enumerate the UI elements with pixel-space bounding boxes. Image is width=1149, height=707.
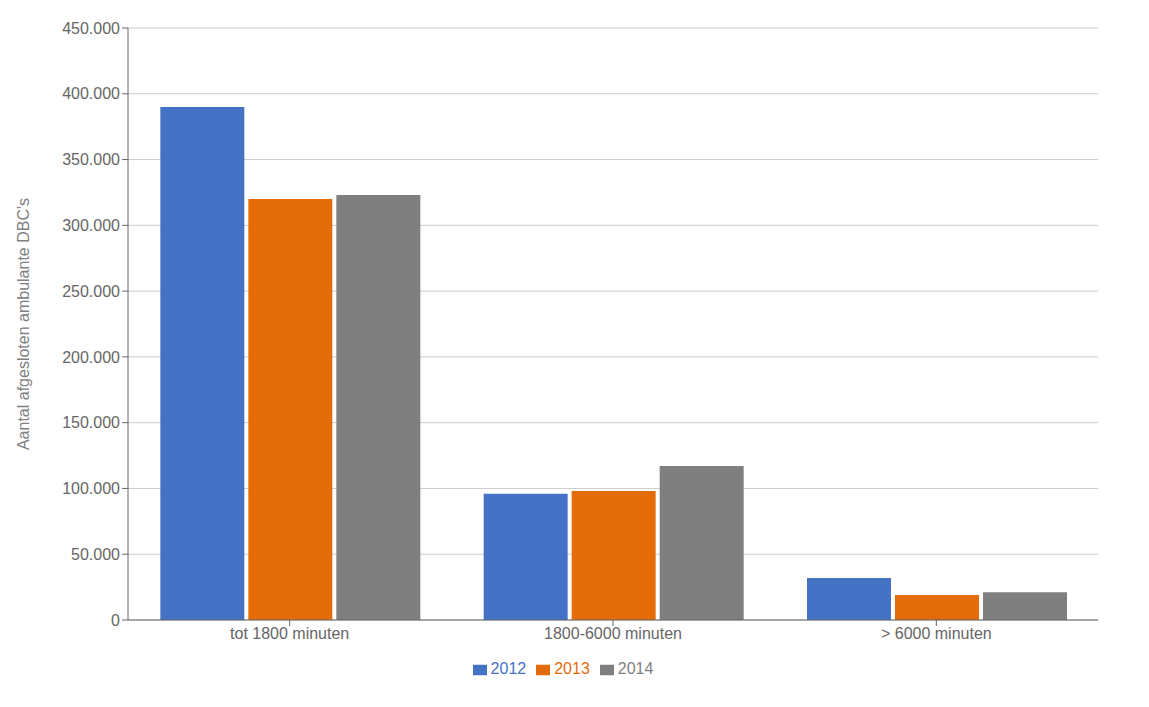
- html-text:2012: 2012: [490, 660, 527, 677]
- svg-text:350.000: 350.000: [62, 151, 120, 168]
- svg-text:250.000: 250.000: [62, 283, 120, 300]
- html-text:2014: 2014: [617, 660, 654, 677]
- svg-text:150.000: 150.000: [62, 414, 120, 431]
- svg-text:100.000: 100.000: [62, 480, 120, 497]
- svg-text:1800-6000 minuten: 1800-6000 minuten: [544, 625, 682, 642]
- svg-text:200.000: 200.000: [62, 349, 120, 366]
- svg-text:0: 0: [111, 612, 120, 629]
- svg-text:450.000: 450.000: [62, 20, 120, 37]
- svg-text:tot 1800 minuten: tot 1800 minuten: [230, 625, 349, 642]
- svg-text:50.000: 50.000: [71, 546, 120, 563]
- html-text:2013: 2013: [554, 660, 590, 677]
- svg-text:400.000: 400.000: [62, 85, 120, 102]
- svg-text:Aantal afgesloten ambulante DB: Aantal afgesloten ambulante DBC's: [15, 198, 32, 450]
- svg-text:300.000: 300.000: [62, 217, 120, 234]
- svg-text:> 6000 minuten: > 6000 minuten: [881, 625, 992, 642]
